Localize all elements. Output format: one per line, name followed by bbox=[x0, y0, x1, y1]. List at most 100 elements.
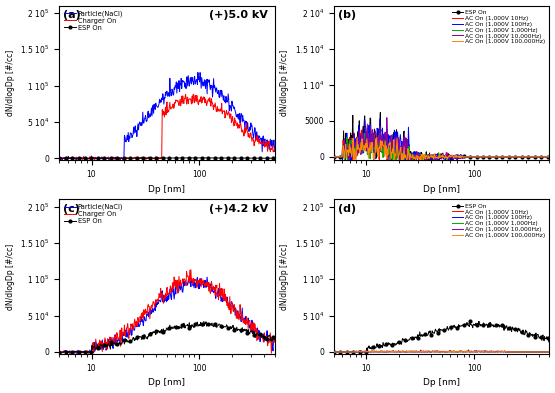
Particle(NaCl) bbox=[271, 338, 278, 343]
ESP On bbox=[191, 325, 198, 330]
Particle(NaCl) bbox=[271, 149, 278, 154]
AC On (1,000V 100,000Hz) bbox=[401, 349, 407, 354]
Line: AC On (1,000V 10Hz): AC On (1,000V 10Hz) bbox=[334, 351, 549, 352]
AC On (1,000V 100Hz) bbox=[488, 349, 495, 354]
AC On (1,000V 100,000Hz) bbox=[546, 350, 553, 354]
Charger On bbox=[214, 283, 220, 288]
Particle(NaCl) bbox=[142, 318, 148, 322]
ESP On bbox=[546, 154, 553, 159]
AC On (1,000V 1,000Hz) bbox=[488, 154, 495, 159]
Charger On bbox=[127, 156, 133, 161]
AC On (1,000V 100Hz) bbox=[546, 350, 553, 354]
Text: (d): (d) bbox=[338, 204, 356, 214]
ESP On bbox=[82, 156, 89, 161]
Text: (c): (c) bbox=[63, 204, 80, 214]
AC On (1,000V 1,000Hz) bbox=[546, 154, 553, 159]
AC On (1,000V 1,000Hz) bbox=[488, 350, 495, 354]
AC On (1,000V 10,000Hz) bbox=[487, 349, 493, 353]
ESP On bbox=[417, 154, 423, 159]
AC On (1,000V 10Hz) bbox=[466, 350, 473, 354]
AC On (1,000V 100Hz) bbox=[356, 149, 363, 154]
Y-axis label: dN/dlogDp [#/cc]: dN/dlogDp [#/cc] bbox=[6, 50, 14, 116]
Legend: Particle(NaCl), Charger On, ESP On: Particle(NaCl), Charger On, ESP On bbox=[62, 9, 124, 32]
Charger On bbox=[82, 350, 89, 354]
AC On (1,000V 100,000Hz) bbox=[488, 349, 495, 354]
AC On (1,000V 1,000Hz) bbox=[331, 350, 337, 354]
ESP On bbox=[488, 154, 495, 159]
Line: ESP On: ESP On bbox=[58, 320, 276, 354]
AC On (1,000V 100,000Hz) bbox=[456, 348, 462, 353]
AC On (1,000V 100,000Hz) bbox=[417, 154, 423, 159]
AC On (1,000V 1,000Hz) bbox=[356, 349, 363, 354]
Particle(NaCl) bbox=[213, 296, 219, 301]
ESP On bbox=[142, 156, 148, 160]
ESP On bbox=[212, 325, 219, 329]
AC On (1,000V 1,000Hz) bbox=[356, 138, 363, 143]
ESP On bbox=[467, 322, 474, 327]
AC On (1,000V 1,000Hz) bbox=[331, 154, 337, 159]
AC On (1,000V 100,000Hz) bbox=[331, 350, 337, 354]
AC On (1,000V 10Hz) bbox=[356, 128, 363, 133]
ESP On bbox=[487, 154, 494, 159]
AC On (1,000V 10,000Hz) bbox=[467, 350, 473, 354]
Line: Charger On: Charger On bbox=[59, 94, 275, 160]
AC On (1,000V 1,000Hz) bbox=[487, 154, 494, 159]
Charger On bbox=[188, 267, 194, 272]
AC On (1,000V 100,000Hz) bbox=[488, 154, 495, 159]
Particle(NaCl) bbox=[82, 156, 88, 161]
AC On (1,000V 10,000Hz) bbox=[331, 154, 337, 159]
AC On (1,000V 100Hz) bbox=[467, 154, 474, 159]
Legend: ESP On, AC On (1,000V 10Hz), AC On (1,000V 100Hz), AC On (1,000V 1,000Hz), AC On: ESP On, AC On (1,000V 10Hz), AC On (1,00… bbox=[451, 202, 547, 239]
AC On (1,000V 1,000Hz) bbox=[467, 349, 473, 354]
AC On (1,000V 10Hz) bbox=[474, 349, 481, 353]
AC On (1,000V 10,000Hz) bbox=[356, 138, 363, 143]
Line: AC On (1,000V 100Hz): AC On (1,000V 100Hz) bbox=[334, 350, 549, 352]
ESP On bbox=[200, 319, 207, 324]
AC On (1,000V 100,000Hz) bbox=[357, 149, 364, 154]
AC On (1,000V 1,000Hz) bbox=[417, 151, 423, 156]
ESP On bbox=[213, 156, 219, 160]
Line: AC On (1,000V 10,000Hz): AC On (1,000V 10,000Hz) bbox=[334, 350, 549, 352]
Charger On bbox=[82, 156, 88, 161]
Particle(NaCl) bbox=[56, 156, 62, 161]
AC On (1,000V 10Hz) bbox=[331, 350, 337, 354]
AC On (1,000V 100Hz) bbox=[465, 347, 472, 352]
AC On (1,000V 10Hz) bbox=[467, 154, 474, 159]
AC On (1,000V 10,000Hz) bbox=[356, 349, 363, 354]
ESP On bbox=[82, 350, 88, 355]
AC On (1,000V 100,000Hz) bbox=[402, 156, 408, 160]
Line: ESP On: ESP On bbox=[332, 111, 551, 171]
AC On (1,000V 1,000Hz) bbox=[487, 349, 493, 354]
Line: AC On (1,000V 10Hz): AC On (1,000V 10Hz) bbox=[334, 130, 549, 174]
ESP On bbox=[357, 350, 364, 354]
ESP On bbox=[214, 156, 220, 160]
Line: AC On (1,000V 10,000Hz): AC On (1,000V 10,000Hz) bbox=[334, 118, 549, 167]
ESP On bbox=[213, 324, 220, 329]
Charger On bbox=[213, 105, 219, 110]
AC On (1,000V 100Hz) bbox=[487, 154, 494, 159]
ESP On bbox=[377, 110, 384, 115]
Text: (+)5.0 kV: (+)5.0 kV bbox=[209, 10, 268, 20]
AC On (1,000V 10,000Hz) bbox=[401, 349, 407, 354]
AC On (1,000V 1,000Hz) bbox=[467, 154, 474, 159]
Charger On bbox=[127, 326, 133, 331]
Charger On bbox=[213, 283, 219, 287]
AC On (1,000V 100,000Hz) bbox=[487, 350, 493, 354]
AC On (1,000V 10,000Hz) bbox=[331, 350, 337, 354]
AC On (1,000V 100,000Hz) bbox=[467, 154, 474, 159]
AC On (1,000V 100,000Hz) bbox=[400, 162, 406, 166]
AC On (1,000V 1,000Hz) bbox=[546, 350, 553, 354]
Charger On bbox=[56, 156, 62, 161]
AC On (1,000V 100,000Hz) bbox=[546, 154, 553, 159]
ESP On bbox=[271, 156, 278, 161]
AC On (1,000V 1,000Hz) bbox=[401, 349, 407, 354]
Line: ESP On: ESP On bbox=[58, 156, 276, 160]
Particle(NaCl) bbox=[56, 350, 62, 355]
Charger On bbox=[56, 350, 62, 355]
Particle(NaCl) bbox=[82, 350, 89, 354]
ESP On bbox=[487, 321, 494, 326]
ESP On bbox=[357, 140, 364, 145]
AC On (1,000V 10,000Hz) bbox=[396, 165, 403, 170]
Charger On bbox=[142, 156, 148, 160]
AC On (1,000V 100,000Hz) bbox=[356, 349, 363, 354]
